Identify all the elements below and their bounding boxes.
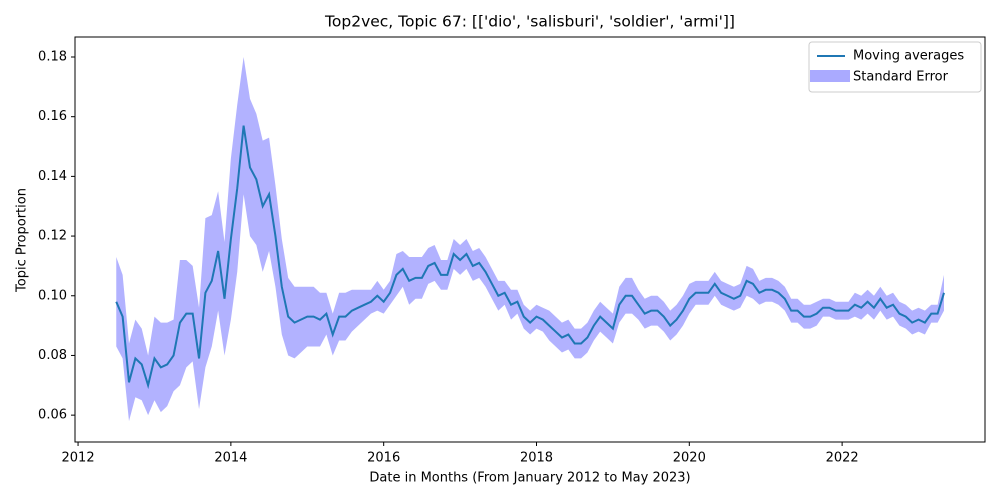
legend-box [808,41,982,93]
error-band [116,56,944,422]
x-tick-label: 2022 [826,451,859,466]
legend: Moving averages Standard Error [808,41,982,93]
y-tick-label: 0.16 [38,109,67,124]
plot-frame [74,36,986,443]
y-tick-label: 0.14 [38,169,67,184]
y-tick-label: 0.06 [38,408,67,423]
line [115,125,945,390]
y-axis-label: Topic Proportion [15,188,30,293]
x-tick-label: 2016 [367,451,400,466]
legend-label: Moving averages [853,49,964,64]
y-tick-label: 0.18 [38,49,67,64]
x-axis-label: Date in Months (From January 2012 to May… [369,471,690,486]
chart-title: Top2vec, Topic 67: [['dio', 'salisburi',… [324,13,735,31]
legend-swatch [810,70,850,82]
x-tick-label: 2020 [673,451,706,466]
legend-label: Standard Error [853,70,949,85]
x-tick-label: 2014 [214,451,247,466]
y-tick-label: 0.10 [38,288,67,303]
y-tick-label: 0.08 [38,348,67,363]
y-tick-label: 0.12 [38,229,67,244]
x-tick-label: 2012 [62,451,95,466]
x-tick-label: 2018 [520,451,553,466]
